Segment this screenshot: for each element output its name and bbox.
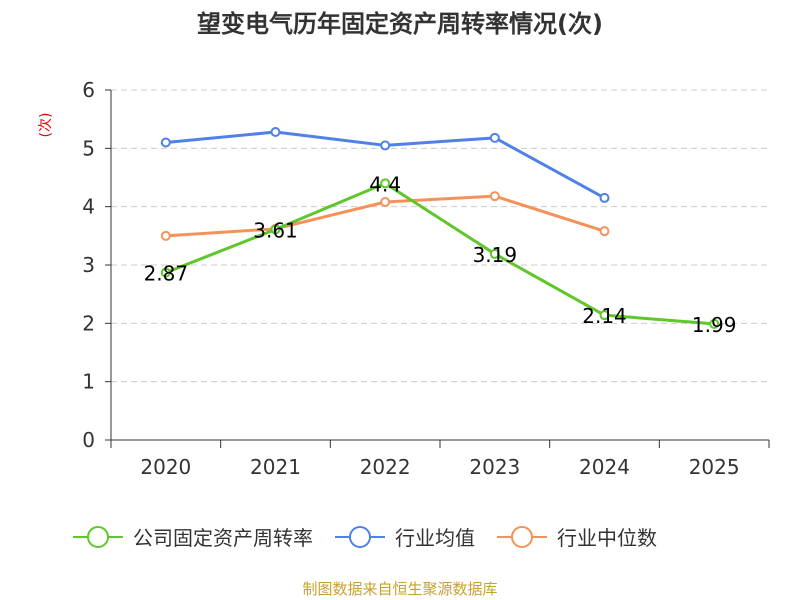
data-point <box>489 132 500 143</box>
data-point <box>160 137 171 148</box>
y-tick-label: 1 <box>82 370 95 394</box>
y-tick-label: 2 <box>82 311 95 335</box>
data-point <box>709 318 720 329</box>
data-point <box>599 192 610 203</box>
legend-label: 行业均值 <box>395 526 475 550</box>
data-point <box>160 267 171 278</box>
data-label: 3.19 <box>473 243 518 267</box>
data-label: 2.14 <box>582 304 627 328</box>
series-2 <box>160 191 610 241</box>
data-label: 4.4 <box>369 172 401 196</box>
axes: 0 1 2 3 4 5 6 2020 2021 2022 2023 2024 2025 <box>82 78 770 479</box>
chart-title: 望变电气历年固定资产周转率情况(次) <box>197 10 603 38</box>
data-point <box>599 226 610 237</box>
x-tick-label: 2025 <box>689 455 740 479</box>
legend-item: 公司固定资产周转率 <box>73 526 313 550</box>
legend-item: 行业中位数 <box>497 526 657 550</box>
y-tick-label: 4 <box>82 195 95 219</box>
y-tick-label: 6 <box>82 78 95 102</box>
legend-item: 行业均值 <box>335 526 475 550</box>
x-tick-label: 2024 <box>579 455 630 479</box>
y-tick-label: 3 <box>82 253 95 277</box>
data-point <box>380 197 391 207</box>
x-tick-label: 2022 <box>360 455 411 479</box>
series-line <box>165 181 715 326</box>
data-point <box>380 178 391 189</box>
legend-label: 行业中位数 <box>557 526 657 550</box>
data-point <box>599 310 610 321</box>
y-axis-label: (次) <box>38 113 54 138</box>
x-tick-label: 2023 <box>469 455 520 479</box>
data-point <box>160 230 171 241</box>
data-point <box>380 140 391 151</box>
data-point <box>489 191 500 202</box>
grid-lines <box>111 89 769 383</box>
series-1 <box>160 127 610 203</box>
series-layer <box>160 127 720 329</box>
legend-label: 公司固定资产周转率 <box>133 526 313 550</box>
x-tick-label: 2020 <box>140 455 191 479</box>
x-tick-label: 2021 <box>250 455 301 479</box>
source-note: 制图数据来自恒生聚源数据库 <box>302 580 497 598</box>
data-label: 1.99 <box>692 313 737 337</box>
series-0 <box>160 178 720 329</box>
y-tick-label: 0 <box>82 428 95 452</box>
data-point <box>270 127 281 137</box>
data-point <box>489 248 500 259</box>
legend: 公司固定资产周转率 行业均值 行业中位数 <box>73 526 657 550</box>
data-label: 2.87 <box>144 262 189 286</box>
data-point <box>270 224 281 235</box>
legend-marker <box>349 526 371 548</box>
y-tick-label: 5 <box>82 136 95 160</box>
legend-marker <box>511 526 533 548</box>
legend-marker <box>87 526 109 548</box>
data-labels: 2.87 3.61 4.4 3.19 2.14 1.99 <box>144 172 737 337</box>
data-label: 3.61 <box>253 218 298 242</box>
